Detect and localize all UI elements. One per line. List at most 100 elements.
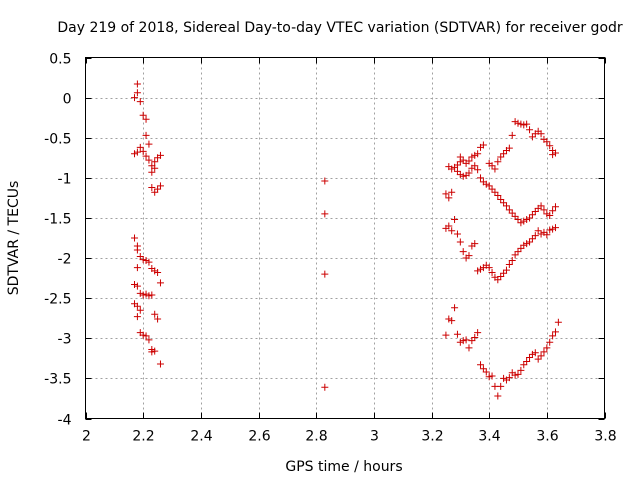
data-point [523, 216, 531, 224]
data-point [445, 222, 453, 230]
data-point [145, 258, 153, 266]
data-point [151, 347, 159, 355]
data-point [131, 150, 139, 158]
data-point [491, 165, 499, 173]
data-point [448, 317, 456, 325]
data-point [523, 240, 531, 248]
data-point [154, 268, 162, 276]
data-point [133, 302, 141, 310]
data-point [453, 330, 461, 338]
data-points [131, 80, 562, 400]
data-point [549, 332, 557, 340]
data-point [531, 349, 539, 357]
data-point [502, 202, 510, 210]
y-tick-label: 0.5 [49, 52, 71, 68]
data-point [465, 157, 473, 165]
data-point [528, 235, 536, 243]
data-point [517, 244, 525, 252]
data-point [451, 304, 459, 312]
x-tick-label: 2.6 [248, 429, 270, 445]
y-tick-label: -2 [58, 252, 72, 268]
x-tick-label: 2.8 [305, 429, 327, 445]
data-point [151, 188, 159, 196]
data-point [531, 232, 539, 240]
data-point [448, 165, 456, 173]
data-point [321, 210, 329, 218]
data-point [543, 344, 551, 352]
data-point [554, 318, 562, 326]
data-point [508, 256, 516, 264]
data-point [477, 265, 485, 273]
data-point [471, 240, 479, 248]
data-point [142, 290, 150, 298]
x-tick-label: 3.8 [594, 429, 616, 445]
y-tick-label: -2.5 [44, 292, 71, 308]
data-point [526, 354, 534, 362]
data-point [500, 199, 508, 207]
data-point [526, 214, 534, 222]
data-point [145, 336, 153, 344]
data-point [528, 211, 536, 219]
data-point [465, 252, 473, 260]
data-point [156, 151, 164, 159]
data-point [497, 273, 505, 281]
x-tick-label: 3.4 [478, 429, 500, 445]
data-point [142, 115, 150, 123]
data-point [139, 111, 147, 119]
data-point [497, 382, 505, 390]
data-point [151, 267, 159, 275]
data-point [505, 206, 513, 214]
data-point [549, 151, 557, 159]
data-point [505, 144, 513, 152]
data-point [145, 140, 153, 148]
data-point [145, 292, 153, 300]
axis-ticks: 2 2.2 2.4 2.6 2.8 3 3.2 3.4 3.6 3.8 0.5 0 -0.5 -1 -1.5… [44, 52, 616, 445]
data-point [148, 183, 156, 191]
data-point [154, 185, 162, 193]
data-point [497, 195, 505, 203]
data-point [534, 355, 542, 363]
data-point [459, 337, 467, 345]
data-point [131, 281, 139, 289]
y-axis-label: SDTVAR / TECUs [6, 181, 22, 296]
data-point [321, 177, 329, 185]
data-point [537, 230, 545, 238]
data-point [537, 130, 545, 138]
data-point [523, 120, 531, 128]
data-point [133, 313, 141, 321]
data-point [528, 133, 536, 141]
data-point [500, 374, 508, 382]
data-point [485, 182, 493, 190]
data-point [523, 358, 531, 366]
data-point [517, 219, 525, 227]
data-point [131, 234, 139, 242]
plot-frame [85, 57, 605, 419]
data-point [546, 142, 554, 150]
data-point [514, 216, 522, 224]
data-point [508, 131, 516, 139]
data-point [551, 149, 559, 157]
data-point [488, 268, 496, 276]
data-point [477, 361, 485, 369]
data-point [468, 153, 476, 161]
data-point [505, 260, 513, 268]
data-point [546, 338, 554, 346]
data-point [514, 248, 522, 256]
y-tick-label: -4 [58, 413, 72, 429]
data-point [505, 374, 513, 382]
y-tick-label: 0 [63, 92, 72, 108]
data-point [491, 188, 499, 196]
data-point [148, 168, 156, 176]
data-point [514, 119, 522, 127]
x-tick-label: 2.2 [132, 429, 154, 445]
data-point [543, 138, 551, 146]
data-point [520, 121, 528, 129]
data-point [133, 89, 141, 97]
data-point [526, 126, 534, 134]
data-point [488, 162, 496, 170]
data-point [321, 383, 329, 391]
data-point [471, 162, 479, 170]
data-point [136, 289, 144, 297]
data-point [471, 151, 479, 159]
data-point [477, 174, 485, 182]
